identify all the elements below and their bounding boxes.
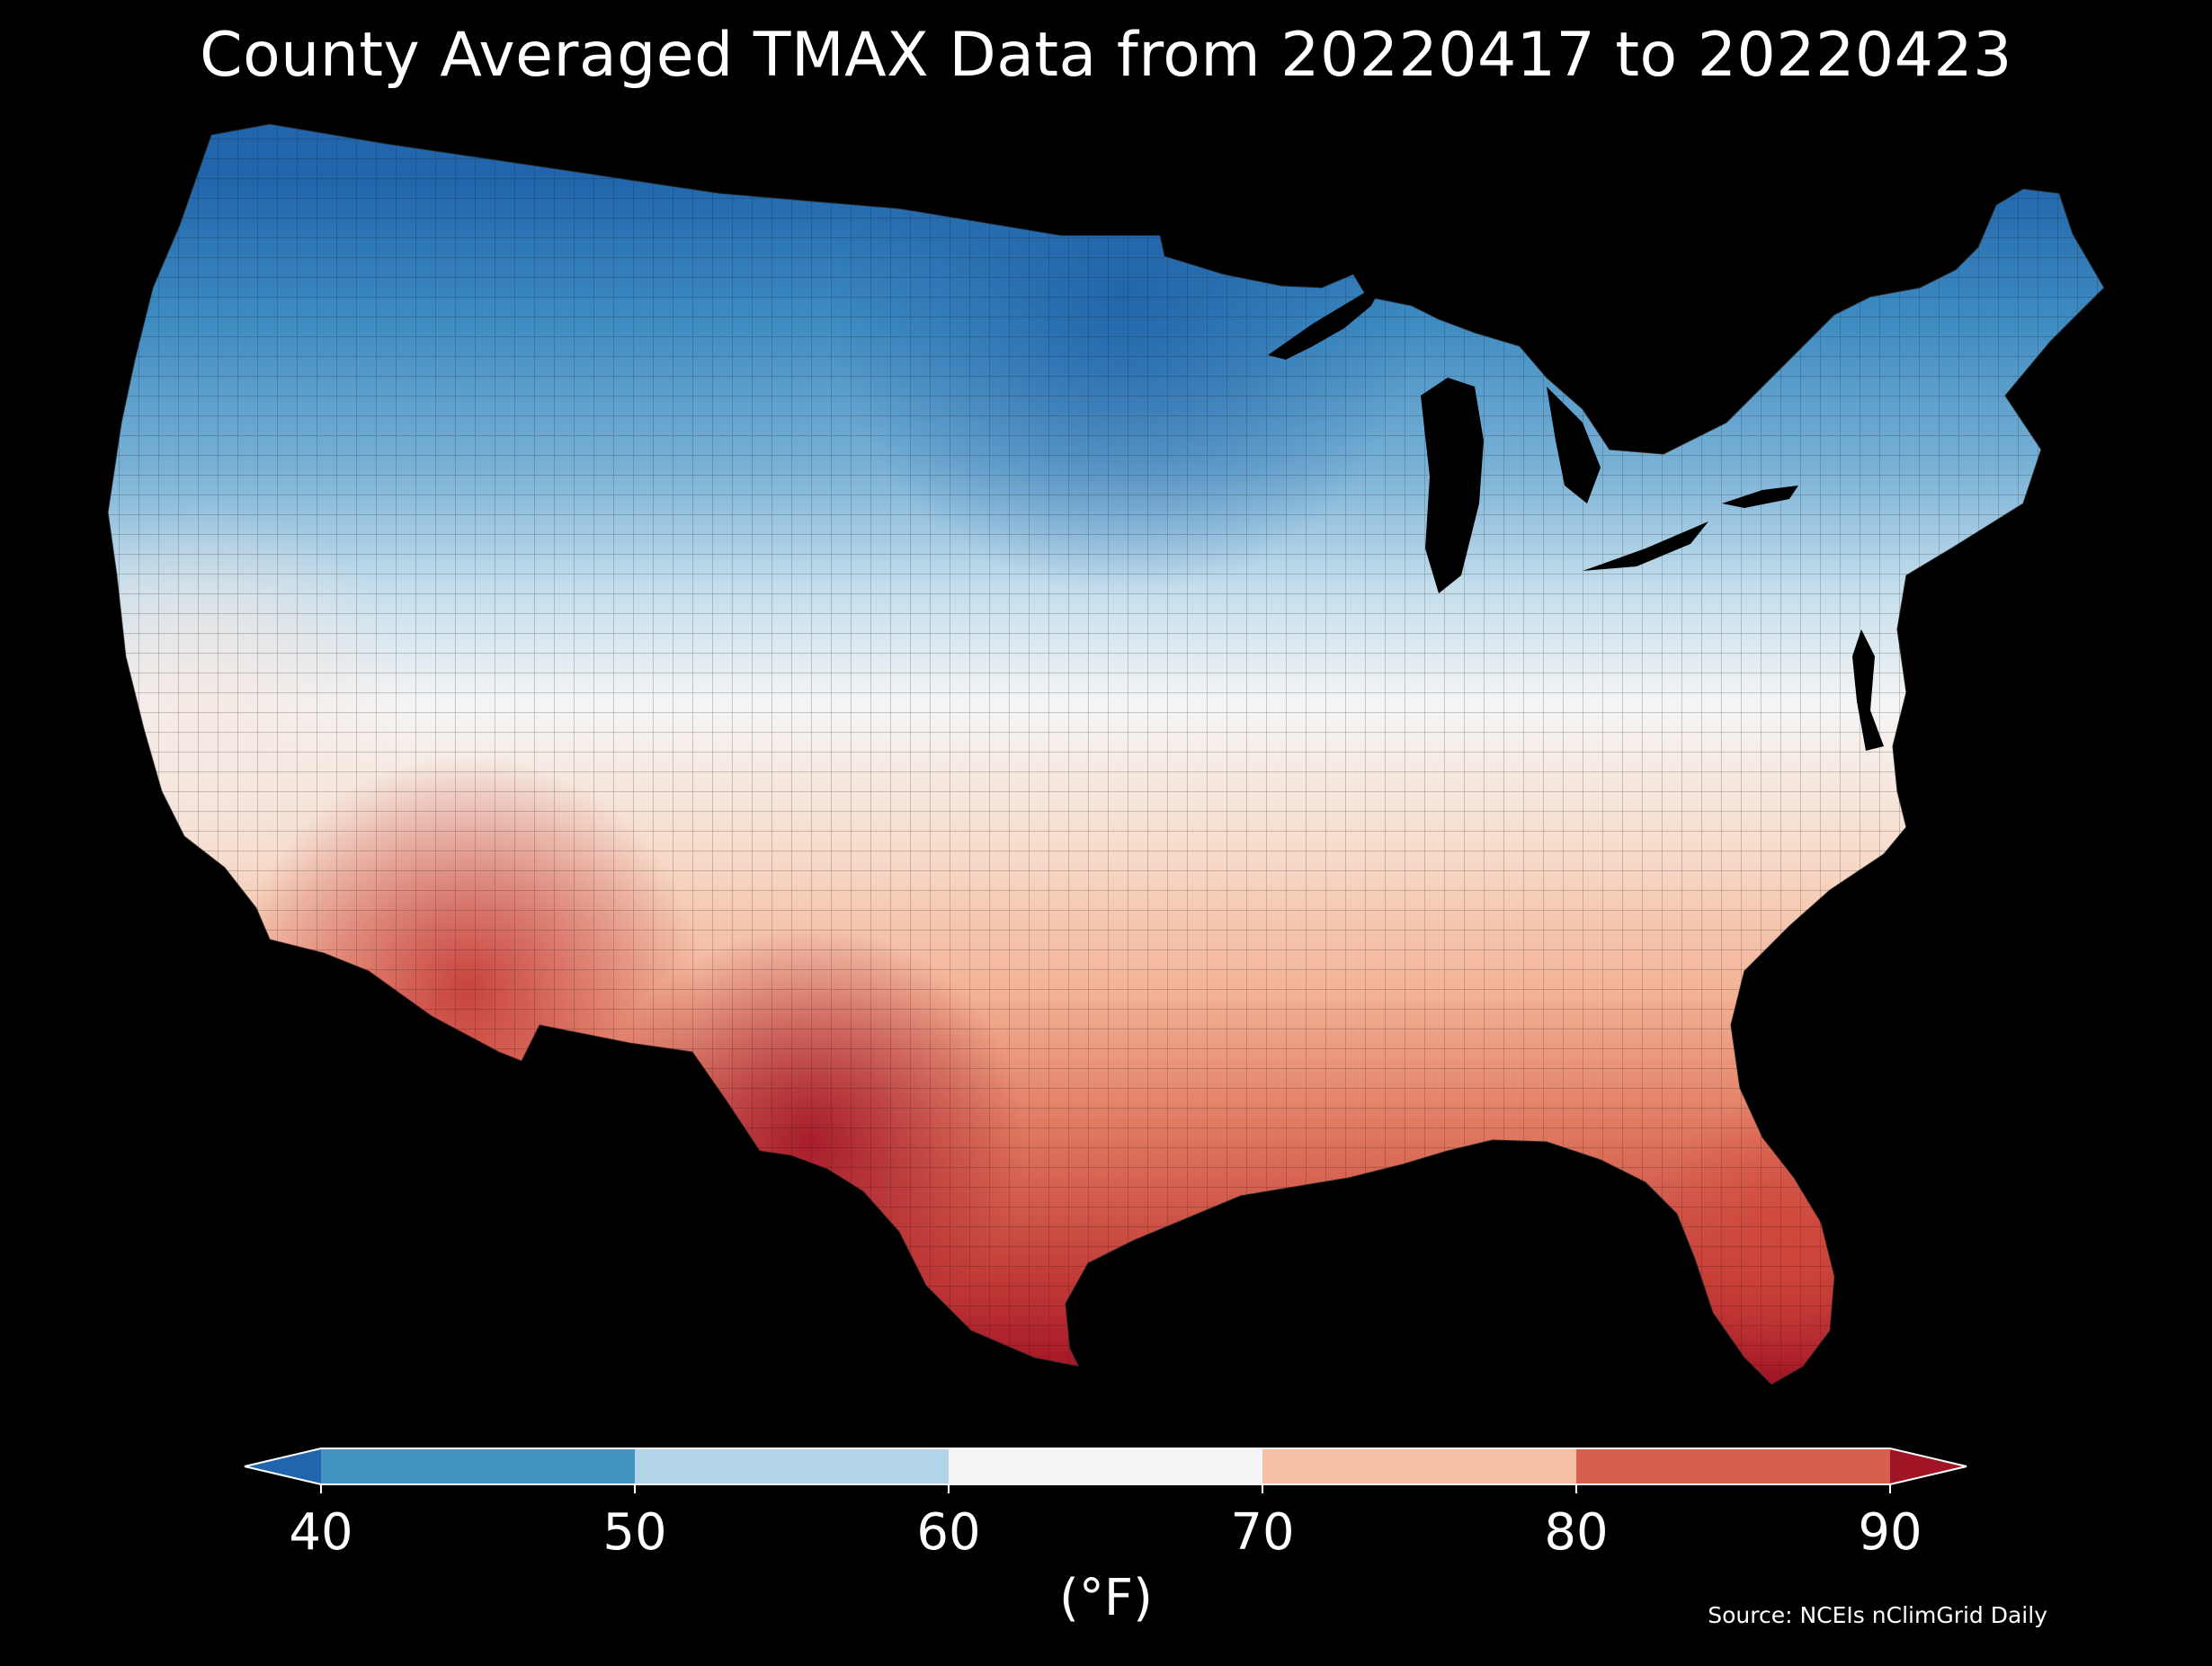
colorbar-tick-label: 80 bbox=[1544, 1503, 1608, 1562]
colorbar-bin bbox=[1262, 1448, 1577, 1484]
lake-superior bbox=[1268, 281, 1385, 360]
colorbar-bin bbox=[635, 1448, 950, 1484]
colorbar-tick-label: 60 bbox=[916, 1503, 980, 1562]
great-lakes bbox=[1268, 281, 1798, 593]
colorbar-tick-label: 70 bbox=[1230, 1503, 1294, 1562]
colorbar-bin bbox=[1576, 1448, 1891, 1484]
colorbar-tick-label: 50 bbox=[602, 1503, 666, 1562]
colorbar-unit-label: (°F) bbox=[1059, 1569, 1153, 1627]
lake-michigan bbox=[1421, 378, 1484, 593]
colorbar-extend-high bbox=[1890, 1448, 1967, 1484]
lake-erie bbox=[1583, 521, 1708, 571]
colorbar-bin bbox=[949, 1448, 1263, 1484]
chesapeake-bay bbox=[1852, 629, 1884, 751]
map-title: County Averaged TMAX Data from 20220417 … bbox=[200, 20, 2012, 91]
colorbar-tick-label: 90 bbox=[1858, 1503, 1922, 1562]
colorbar-tick-label: 40 bbox=[289, 1503, 352, 1562]
colorbar-extend-low bbox=[245, 1448, 321, 1484]
lake-ontario bbox=[1722, 486, 1798, 508]
source-credit: Source: NCEIs nClimGrid Daily bbox=[1708, 1602, 2047, 1628]
lake-huron bbox=[1547, 387, 1601, 503]
colorbar-bin bbox=[321, 1448, 636, 1484]
